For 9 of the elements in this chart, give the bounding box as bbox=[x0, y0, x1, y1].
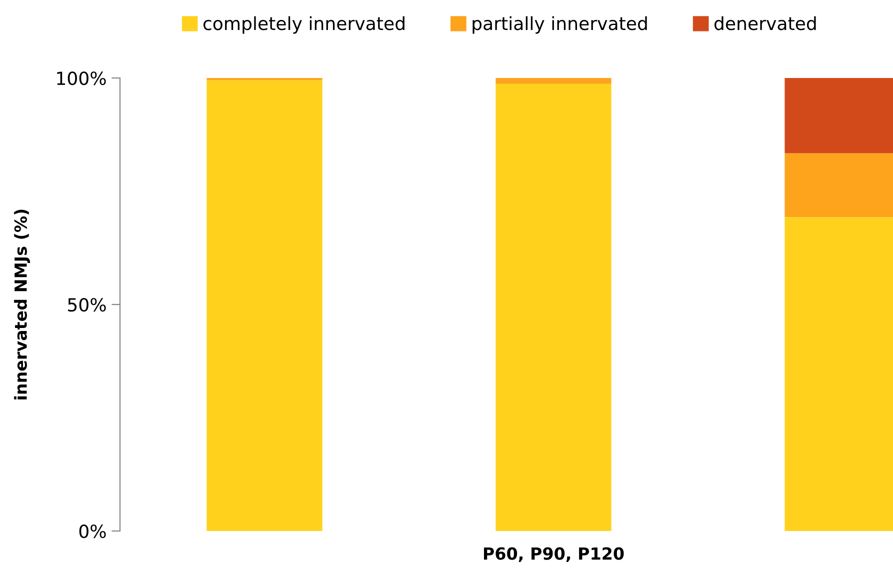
y-axis-title: innervated NMJs (%) bbox=[14, 210, 30, 400]
y-tick-label: 100% bbox=[57, 71, 106, 86]
y-tick-label: 0% bbox=[79, 524, 106, 538]
x-axis-title: P60, P90, P120 bbox=[484, 547, 624, 562]
legend-label: completely innervated bbox=[203, 16, 404, 34]
bar bbox=[206, 80, 322, 531]
y-tick-label: 50% bbox=[68, 298, 106, 312]
legend-label: denervated bbox=[714, 16, 816, 30]
legend-label: partially innervated bbox=[472, 16, 647, 34]
